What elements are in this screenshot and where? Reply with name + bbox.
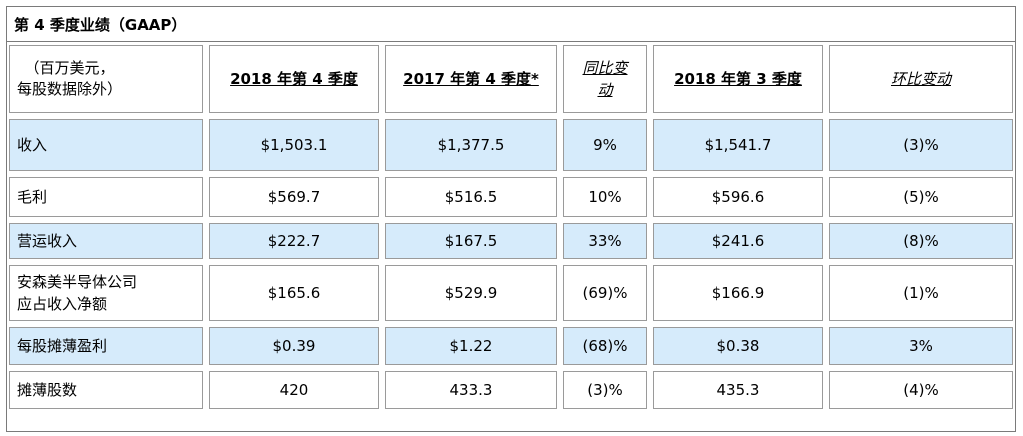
table-cell: $569.7 xyxy=(209,177,379,217)
table-title: 第 4 季度业绩（GAAP） xyxy=(6,6,1016,42)
table-cell: 3% xyxy=(829,327,1013,365)
table-cell: $1.22 xyxy=(385,327,557,365)
table-cell: (69)% xyxy=(563,265,647,321)
row-label: 摊薄股数 xyxy=(9,371,203,409)
table-cell: 10% xyxy=(563,177,647,217)
table-cell: (5)% xyxy=(829,177,1013,217)
header-q4-2018: 2018 年第 4 季度 xyxy=(209,45,379,113)
table-cell: $1,541.7 xyxy=(653,119,823,171)
table-cell: $529.9 xyxy=(385,265,557,321)
table-frame xyxy=(6,6,1016,432)
row-label: 营运收入 xyxy=(9,223,203,259)
row-label: 收入 xyxy=(9,119,203,171)
header-q4-2017: 2017 年第 4 季度* xyxy=(385,45,557,113)
table-row: 营运收入 $222.7 $167.5 33% $241.6 (8)% xyxy=(6,220,1016,262)
table-row: 每股摊薄盈利 $0.39 $1.22 (68)% $0.38 3% xyxy=(6,324,1016,368)
table-cell: $516.5 xyxy=(385,177,557,217)
table-cell: (1)% xyxy=(829,265,1013,321)
table-cell: 435.3 xyxy=(653,371,823,409)
table-cell: $167.5 xyxy=(385,223,557,259)
table-cell: $241.6 xyxy=(653,223,823,259)
table-cell: 433.3 xyxy=(385,371,557,409)
table-cell: $165.6 xyxy=(209,265,379,321)
table-cell: $0.38 xyxy=(653,327,823,365)
table-row: 收入 $1,503.1 $1,377.5 9% $1,541.7 (3)% xyxy=(6,116,1016,174)
table-cell: (68)% xyxy=(563,327,647,365)
table-cell: $596.6 xyxy=(653,177,823,217)
row-label: 毛利 xyxy=(9,177,203,217)
header-yoy-change: 同比变 动 xyxy=(563,45,647,113)
table-cell: $0.39 xyxy=(209,327,379,365)
table-cell: $1,503.1 xyxy=(209,119,379,171)
table-cell: $166.9 xyxy=(653,265,823,321)
header-row: （百万美元， 每股数据除外） 2018 年第 4 季度 2017 年第 4 季度… xyxy=(6,42,1016,116)
table-cell: $1,377.5 xyxy=(385,119,557,171)
results-table: （百万美元， 每股数据除外） 2018 年第 4 季度 2017 年第 4 季度… xyxy=(6,42,1016,412)
header-q3-2018: 2018 年第 3 季度 xyxy=(653,45,823,113)
header-qoq-change: 环比变动 xyxy=(829,45,1013,113)
row-label: 每股摊薄盈利 xyxy=(9,327,203,365)
row-label: 安森美半导体公司 应占收入净额 xyxy=(9,265,203,321)
table-row: 毛利 $569.7 $516.5 10% $596.6 (5)% xyxy=(6,174,1016,220)
table-cell: (3)% xyxy=(563,371,647,409)
table-row: 安森美半导体公司 应占收入净额 $165.6 $529.9 (69)% $166… xyxy=(6,262,1016,324)
table-cell: $222.7 xyxy=(209,223,379,259)
table-cell: 9% xyxy=(563,119,647,171)
table-cell: (8)% xyxy=(829,223,1013,259)
table-cell: 33% xyxy=(563,223,647,259)
table-cell: (3)% xyxy=(829,119,1013,171)
table-cell: (4)% xyxy=(829,371,1013,409)
table-row: 摊薄股数 420 433.3 (3)% 435.3 (4)% xyxy=(6,368,1016,412)
table-cell: 420 xyxy=(209,371,379,409)
header-label-cell: （百万美元， 每股数据除外） xyxy=(9,45,203,113)
